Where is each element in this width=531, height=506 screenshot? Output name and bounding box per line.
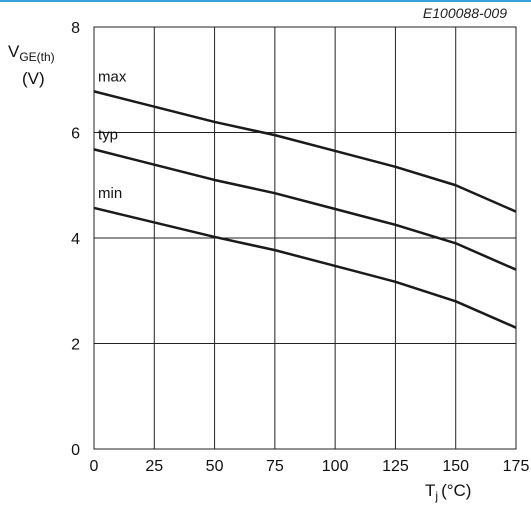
x-tick-label: 50 <box>206 458 224 475</box>
y-tick-label: 4 <box>71 231 80 248</box>
series-label-min: min <box>98 185 122 202</box>
x-axis-subscript: j <box>434 489 438 503</box>
series-line-typ <box>93 148 517 271</box>
y-axis-symbol: V <box>8 42 20 61</box>
y-tick-label: 6 <box>71 126 80 143</box>
x-tick-label: 0 <box>90 458 99 475</box>
series-labels: max typ min <box>98 68 127 202</box>
x-tick-labels: 0 25 50 75 100 125 150 175 <box>90 458 530 475</box>
x-tick-label: 75 <box>266 458 284 475</box>
x-tick-label: 175 <box>503 458 530 475</box>
x-axis-symbol: T <box>425 481 435 500</box>
y-axis-title: VGE(th) <box>8 42 55 64</box>
x-tick-label: 25 <box>145 458 163 475</box>
y-tick-label: 0 <box>71 442 80 459</box>
y-tick-label: 2 <box>71 337 80 354</box>
x-axis-title: Tj (°C) <box>425 481 471 503</box>
x-tick-label: 100 <box>322 458 349 475</box>
top-accent-rule <box>0 0 531 2</box>
x-tick-label: 125 <box>382 458 409 475</box>
y-axis-subscript: GE(th) <box>19 50 54 64</box>
y-tick-label: 8 <box>71 20 80 37</box>
series-label-max: max <box>98 68 127 85</box>
series-line-min <box>93 206 517 329</box>
y-axis-unit: (V) <box>22 69 45 88</box>
series-label-typ: typ <box>98 126 118 143</box>
grid <box>93 26 517 450</box>
y-tick-labels: 0 2 4 6 8 <box>71 20 80 459</box>
x-tick-label: 150 <box>442 458 469 475</box>
figure-code: E100088-009 <box>423 5 507 21</box>
x-axis-unit: (°C) <box>441 481 471 500</box>
series-line-max <box>93 90 517 213</box>
curves <box>93 90 517 329</box>
